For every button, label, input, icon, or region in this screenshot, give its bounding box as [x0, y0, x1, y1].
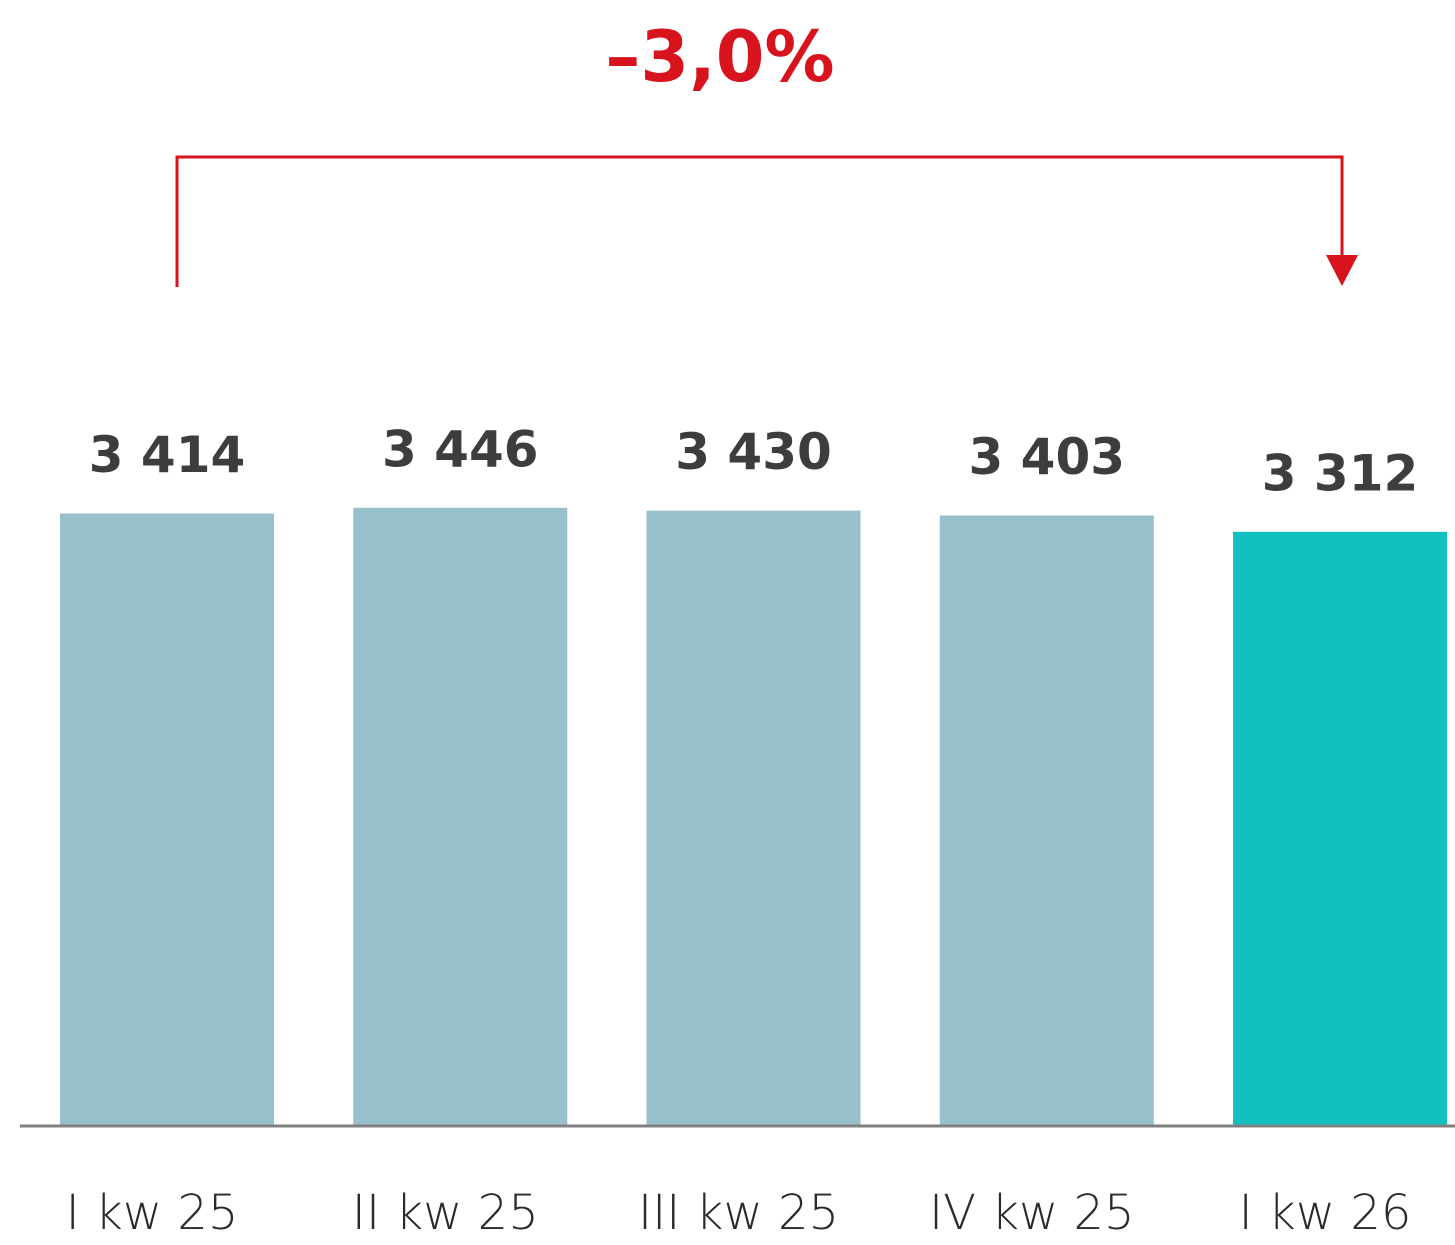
- bar: [353, 507, 568, 1126]
- annotation: –3,0%: [605, 16, 834, 98]
- value-label: 3 403: [968, 428, 1125, 486]
- x-tick-label: IV kw 25: [929, 1185, 1135, 1241]
- bar: [60, 513, 275, 1125]
- value-label: 3 312: [1262, 444, 1419, 502]
- x-tick-label: III kw 25: [638, 1185, 839, 1241]
- x-tick-label: I kw 26: [1239, 1185, 1412, 1241]
- value-label: 3 446: [382, 420, 539, 478]
- bar: [939, 515, 1154, 1125]
- value-label: 3 430: [675, 423, 832, 481]
- arrow-head: [1326, 255, 1359, 286]
- bar: [646, 510, 861, 1126]
- bracket: [175, 155, 1344, 287]
- value-label: 3 414: [89, 426, 246, 484]
- x-tick-label: II kw 25: [352, 1185, 539, 1241]
- bar: [1233, 531, 1448, 1125]
- x-tick-label: I kw 25: [66, 1185, 239, 1241]
